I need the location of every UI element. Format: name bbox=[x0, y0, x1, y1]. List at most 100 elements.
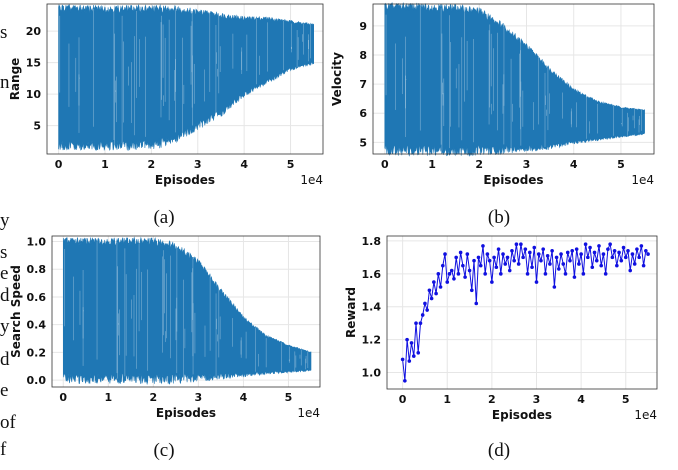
data-point bbox=[516, 262, 521, 266]
data-point bbox=[561, 262, 566, 266]
data-point bbox=[476, 255, 481, 260]
data-point bbox=[630, 252, 635, 256]
y-tick-label: 1.8 bbox=[362, 235, 382, 248]
data-point bbox=[400, 357, 405, 362]
x-tick-label: 2 bbox=[150, 391, 158, 404]
data-point bbox=[628, 268, 633, 273]
data-point bbox=[532, 245, 537, 250]
x-tick-label: 4 bbox=[570, 158, 578, 171]
data-point bbox=[570, 249, 575, 253]
data-point bbox=[434, 291, 438, 296]
y-tick-label: 1.0 bbox=[362, 367, 382, 380]
series-line bbox=[402, 242, 649, 381]
data-point bbox=[572, 275, 577, 279]
data-point bbox=[467, 268, 472, 273]
data-point bbox=[606, 247, 610, 251]
series-band bbox=[58, 4, 314, 151]
data-point bbox=[525, 272, 530, 276]
y-tick-label: 0.2 bbox=[27, 346, 47, 359]
data-point bbox=[458, 250, 463, 255]
data-point bbox=[597, 244, 601, 248]
plot-frame bbox=[372, 3, 655, 155]
x-tick-label: 1 bbox=[104, 391, 112, 404]
data-point bbox=[510, 249, 514, 253]
caption-b: (b) bbox=[487, 207, 511, 228]
data-point bbox=[483, 272, 487, 276]
data-point bbox=[496, 247, 501, 251]
y-tick-label: 5 bbox=[33, 120, 41, 133]
background-text-fragment: e bbox=[0, 380, 9, 401]
data-point bbox=[418, 321, 423, 325]
data-point bbox=[635, 247, 639, 251]
y-axis-label: Reward bbox=[344, 287, 358, 338]
y-tick-label: 8 bbox=[359, 49, 367, 62]
x-offset-label: 1e4 bbox=[631, 173, 654, 187]
x-axis-label: Episodes bbox=[492, 408, 552, 422]
caption-c: (c) bbox=[153, 440, 175, 461]
data-point bbox=[469, 288, 474, 293]
x-tick-label: 3 bbox=[194, 158, 202, 171]
data-point bbox=[539, 258, 543, 263]
data-point bbox=[554, 255, 559, 260]
background-text-fragment: y bbox=[0, 210, 10, 231]
data-point bbox=[425, 308, 429, 312]
x-tick-label: 1 bbox=[443, 393, 451, 406]
data-point bbox=[621, 245, 626, 250]
data-point bbox=[548, 262, 552, 266]
y-tick-label: 10 bbox=[26, 88, 42, 101]
y-tick-label: 7 bbox=[359, 78, 367, 91]
x-tick-label: 0 bbox=[55, 158, 63, 171]
data-point bbox=[639, 244, 644, 248]
y-tick-label: 0.6 bbox=[27, 291, 47, 304]
y-tick-label: 0.4 bbox=[27, 319, 47, 332]
data-point bbox=[610, 255, 615, 260]
x-tick-label: 4 bbox=[577, 393, 585, 406]
data-point bbox=[646, 252, 650, 256]
data-point bbox=[474, 301, 479, 306]
data-point bbox=[463, 275, 467, 279]
y-tick-label: 9 bbox=[359, 20, 367, 33]
data-point bbox=[423, 301, 427, 306]
y-tick-label: 1.4 bbox=[362, 301, 382, 314]
y-tick-label: 15 bbox=[26, 57, 41, 70]
data-point bbox=[414, 321, 418, 325]
x-tick-label: 3 bbox=[523, 158, 531, 171]
data-point bbox=[454, 255, 458, 260]
x-tick-label: 2 bbox=[475, 158, 483, 171]
data-point bbox=[534, 280, 539, 284]
x-offset-label: 1e4 bbox=[300, 173, 323, 187]
x-offset-label: 1e4 bbox=[297, 406, 320, 420]
data-point bbox=[436, 272, 441, 276]
y-axis-label: Search Speed bbox=[9, 265, 23, 358]
data-point bbox=[416, 351, 421, 355]
data-point bbox=[440, 263, 445, 268]
background-text-fragment: f bbox=[0, 439, 7, 460]
data-point bbox=[492, 255, 496, 260]
data-point bbox=[603, 272, 608, 276]
data-point bbox=[588, 245, 592, 250]
data-point bbox=[632, 262, 637, 266]
x-tick-label: 2 bbox=[148, 158, 156, 171]
data-point bbox=[536, 252, 541, 256]
data-point bbox=[641, 263, 646, 268]
data-point bbox=[472, 258, 476, 263]
x-tick-label: 4 bbox=[240, 391, 248, 404]
data-point bbox=[521, 255, 525, 260]
x-tick-label: 2 bbox=[488, 393, 496, 406]
data-point bbox=[615, 263, 619, 268]
data-point bbox=[478, 263, 483, 268]
x-axis-label: Episodes bbox=[483, 173, 543, 187]
y-tick-label: 0.8 bbox=[27, 263, 47, 276]
data-point bbox=[447, 272, 452, 276]
data-point bbox=[485, 252, 490, 256]
x-axis-label: Episodes bbox=[156, 406, 216, 420]
y-tick-label: 20 bbox=[26, 25, 42, 38]
y-tick-label: 0.0 bbox=[27, 374, 47, 387]
y-axis-label: Velocity bbox=[330, 52, 344, 106]
data-point bbox=[481, 244, 485, 248]
plot-frame bbox=[46, 3, 324, 155]
data-point bbox=[443, 252, 447, 256]
data-point bbox=[512, 258, 516, 263]
y-tick-label: 1.0 bbox=[27, 236, 47, 249]
